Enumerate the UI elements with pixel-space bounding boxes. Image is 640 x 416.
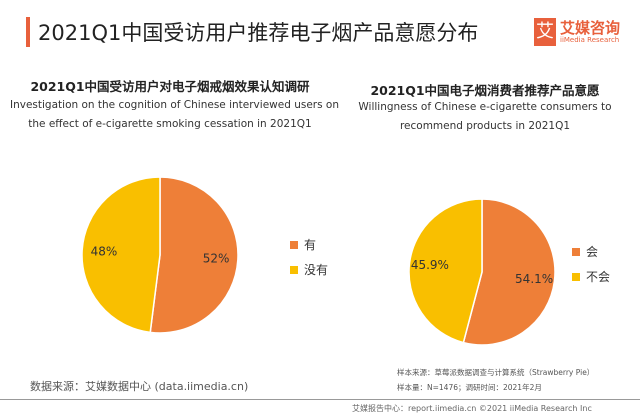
chart1-data-label-1: 48% bbox=[91, 244, 118, 258]
chart1-slice-1 bbox=[81, 176, 161, 334]
chart2-subtitle-1: Willingness of Chinese e-cigarette consu… bbox=[358, 101, 612, 113]
title-accent-bar bbox=[26, 17, 30, 47]
legend-swatch bbox=[572, 272, 580, 281]
legend-label: 没有 bbox=[304, 263, 329, 277]
legend-label: 不会 bbox=[586, 270, 611, 284]
chart2-subtitle-2: recommend products in 2021Q1 bbox=[399, 120, 571, 132]
chart1-subtitle-1: Investigation on the cognition of Chines… bbox=[10, 99, 339, 111]
chart1-legend-item-1: 没有 bbox=[290, 261, 328, 278]
legend-swatch bbox=[290, 265, 298, 274]
chart2-slice-1 bbox=[408, 198, 483, 344]
page-title: 2021Q1中国受访用户推荐电子烟产品意愿分布 bbox=[38, 21, 479, 45]
sample-source: 样本来源：草莓派数据调查与计算系统（Strawberry Pie） bbox=[397, 368, 595, 377]
chart2-legend-item-0: 会 bbox=[572, 243, 598, 260]
legend-swatch bbox=[290, 240, 298, 249]
sample-size: 样本量：N=1476；调研时间：2021年2月 bbox=[397, 383, 542, 392]
chart2-data-label-1: 45.9% bbox=[411, 258, 449, 272]
chart1-data-label-0: 52% bbox=[203, 252, 230, 266]
logo-subtext: iiMedia Research bbox=[560, 36, 620, 44]
chart1-title: 2021Q1中国受访用户对电子烟戒烟效果认知调研 bbox=[30, 79, 310, 94]
chart1-subtitle-2: the effect of e-cigarette smoking cessat… bbox=[28, 118, 312, 130]
chart2-legend-item-1: 不会 bbox=[572, 268, 610, 285]
legend-label: 会 bbox=[586, 245, 599, 259]
logo-text: 艾媒咨询 bbox=[560, 19, 621, 37]
legend-swatch bbox=[572, 247, 580, 256]
chart2-slice-0 bbox=[462, 198, 556, 346]
chart2-title: 2021Q1中国电子烟消费者推荐产品意愿 bbox=[370, 83, 600, 98]
chart1-legend-item-0: 有 bbox=[290, 236, 316, 253]
data-source: 数据来源：艾媒数据中心 (data.iimedia.cn) bbox=[30, 380, 249, 393]
footer-divider bbox=[0, 399, 640, 400]
chart1-slice-0 bbox=[149, 176, 239, 334]
logo-icon: 艾 bbox=[534, 18, 556, 46]
footer-report: 艾媒报告中心：report.iimedia.cn ©2021 iiMedia R… bbox=[352, 404, 592, 413]
legend-label: 有 bbox=[304, 238, 317, 252]
chart2-data-label-0: 54.1% bbox=[515, 272, 553, 286]
